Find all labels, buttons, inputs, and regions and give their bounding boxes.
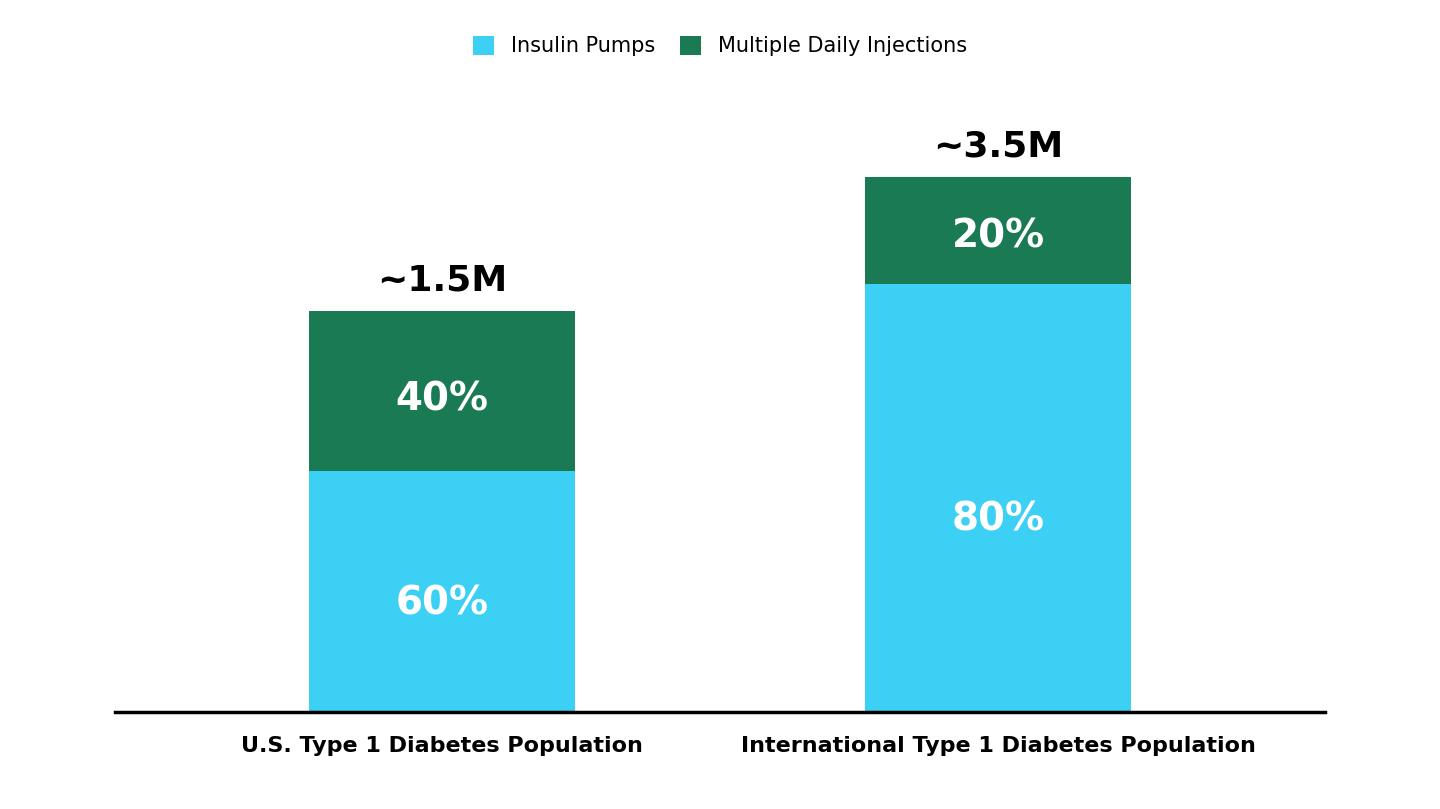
Bar <box>308 472 575 712</box>
Text: ~1.5M: ~1.5M <box>377 264 507 298</box>
Text: 80%: 80% <box>952 501 1044 539</box>
Text: 20%: 20% <box>952 217 1045 255</box>
Text: 40%: 40% <box>396 380 488 418</box>
Bar <box>865 284 1132 712</box>
Bar <box>865 177 1132 284</box>
Text: ~3.5M: ~3.5M <box>933 130 1063 164</box>
Text: 60%: 60% <box>396 585 488 623</box>
Bar <box>308 311 575 472</box>
Legend: Insulin Pumps, Multiple Daily Injections: Insulin Pumps, Multiple Daily Injections <box>465 28 975 65</box>
